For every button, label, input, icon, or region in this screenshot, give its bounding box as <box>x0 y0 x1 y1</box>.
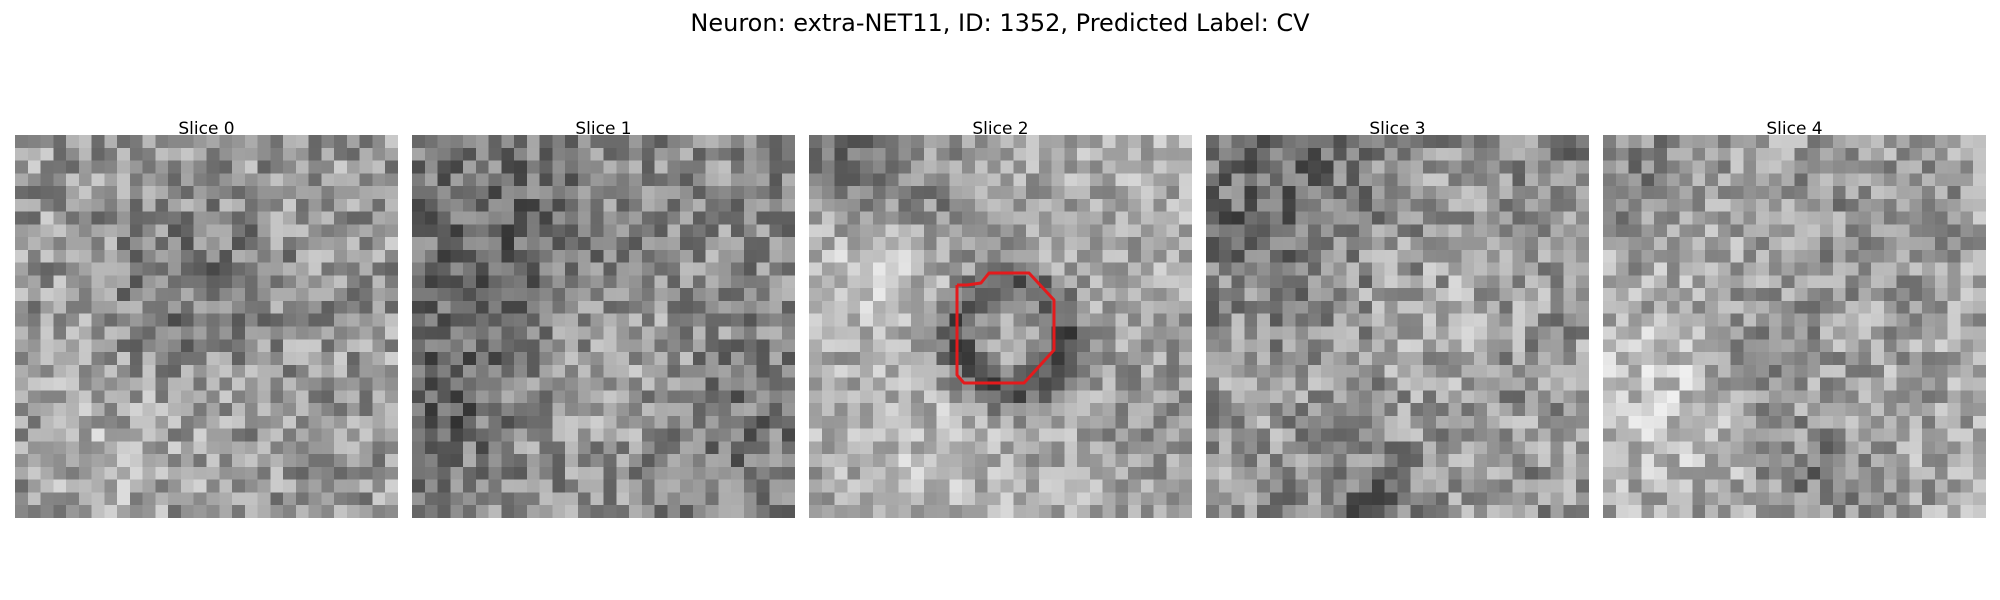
grayscale-image <box>809 135 1192 518</box>
grayscale-image <box>1603 135 1986 518</box>
figure-title: Neuron: extra-NET11, ID: 1352, Predicted… <box>690 9 1310 37</box>
slice-title: Slice 4 <box>1766 119 1823 139</box>
slice-image <box>15 135 398 518</box>
grayscale-image <box>412 135 795 518</box>
slice-image <box>1206 135 1589 518</box>
slice-image <box>809 135 1192 518</box>
contour-outline <box>955 271 1056 385</box>
grayscale-image <box>15 135 398 518</box>
grayscale-image <box>1206 135 1589 518</box>
slice-title: Slice 1 <box>575 119 632 139</box>
slice-title: Slice 3 <box>1369 119 1426 139</box>
slice-title: Slice 0 <box>178 119 235 139</box>
slice-image <box>412 135 795 518</box>
slice-title: Slice 2 <box>972 119 1029 139</box>
slice-image <box>1603 135 1986 518</box>
segmentation-contour <box>955 271 1056 385</box>
